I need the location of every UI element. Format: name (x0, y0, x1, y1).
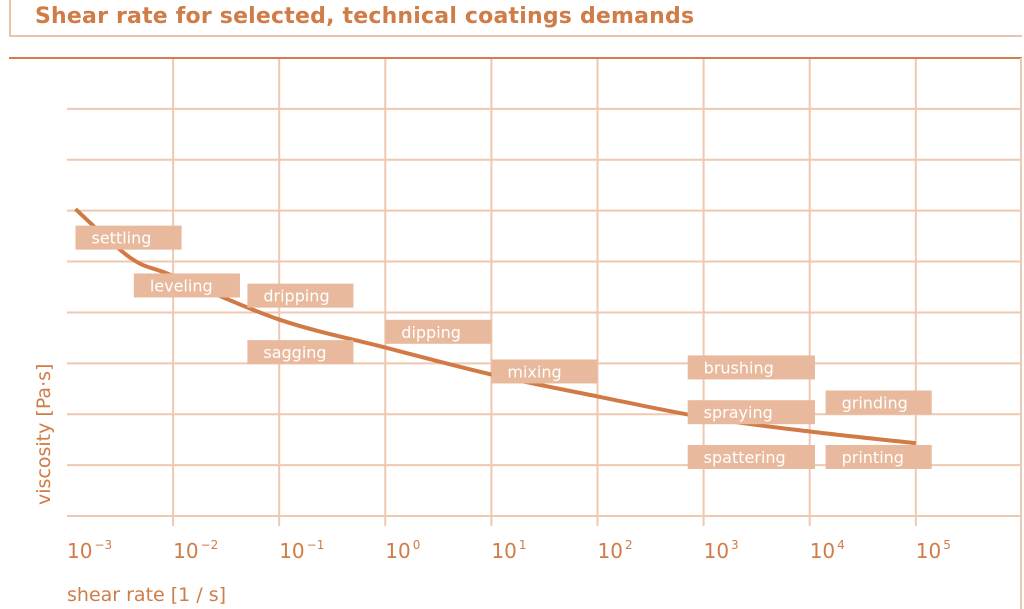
x-tick-label: 10 0 (385, 538, 420, 563)
annotation-label: dipping (401, 323, 461, 342)
x-tick-label: 10 −1 (279, 538, 324, 563)
chart-title: Shear rate for selected, technical coati… (35, 4, 695, 29)
annotation-spraying: spraying (687, 400, 816, 425)
annotation-box (133, 273, 240, 298)
annotation-label: grinding (842, 394, 908, 413)
annotation-printing: printing (825, 444, 932, 469)
x-tick-label: 10 −3 (67, 538, 112, 563)
annotation-label: brushing (704, 358, 774, 377)
annotation-label: spattering (704, 448, 786, 467)
annotation-dripping: dripping (247, 283, 354, 308)
annotation-brushing: brushing (687, 355, 816, 380)
x-tick-label: 10 2 (598, 538, 633, 563)
annotation-box (385, 319, 492, 344)
annotation-box (247, 340, 354, 365)
annotation-sagging: sagging (247, 340, 354, 365)
annotation-settling: settling (75, 225, 182, 250)
x-tick-label: 10 1 (491, 538, 526, 563)
annotation-label: mixing (507, 362, 561, 381)
curve-layer (74, 207, 917, 446)
annotation-label: dripping (263, 287, 329, 306)
annotation-label: sagging (263, 343, 326, 362)
x-tick-label: 10 5 (916, 538, 951, 563)
viscosity-curve (74, 207, 917, 446)
annotation-dipping: dipping (385, 319, 492, 344)
annotation-box (75, 225, 182, 250)
annotation-layer: settling leveling dripping sagging dipping mi… (75, 225, 932, 469)
annotation-grinding: grinding (825, 390, 932, 415)
annotation-box (687, 444, 816, 469)
y-axis-label: viscosity [Pa·s] (33, 364, 55, 505)
x-tick-label: 10 4 (810, 538, 845, 563)
x-tick-label: 10 3 (704, 538, 739, 563)
annotation-box (825, 444, 932, 469)
annotation-spattering: spattering (687, 444, 816, 469)
annotation-box (687, 355, 816, 380)
x-tick-label: 10 −2 (173, 538, 218, 563)
annotation-label: settling (91, 229, 151, 248)
annotation-label: leveling (150, 276, 213, 295)
annotation-mixing: mixing (491, 359, 598, 384)
x-axis-label: shear rate [1 / s] (67, 584, 226, 606)
annotation-box (825, 390, 932, 415)
annotation-label: spraying (704, 403, 773, 422)
annotation-label: printing (842, 448, 904, 467)
title-bar: Shear rate for selected, technical coati… (9, 0, 1022, 37)
annotation-box (247, 283, 354, 308)
x-tick-labels: 10 −3 10 −2 10 −1 10 0 10 1 10 2 10 3 10 4 10 5 (67, 538, 951, 563)
annotation-box (491, 359, 598, 384)
annotation-box (687, 400, 816, 425)
annotation-leveling: leveling (133, 273, 240, 298)
